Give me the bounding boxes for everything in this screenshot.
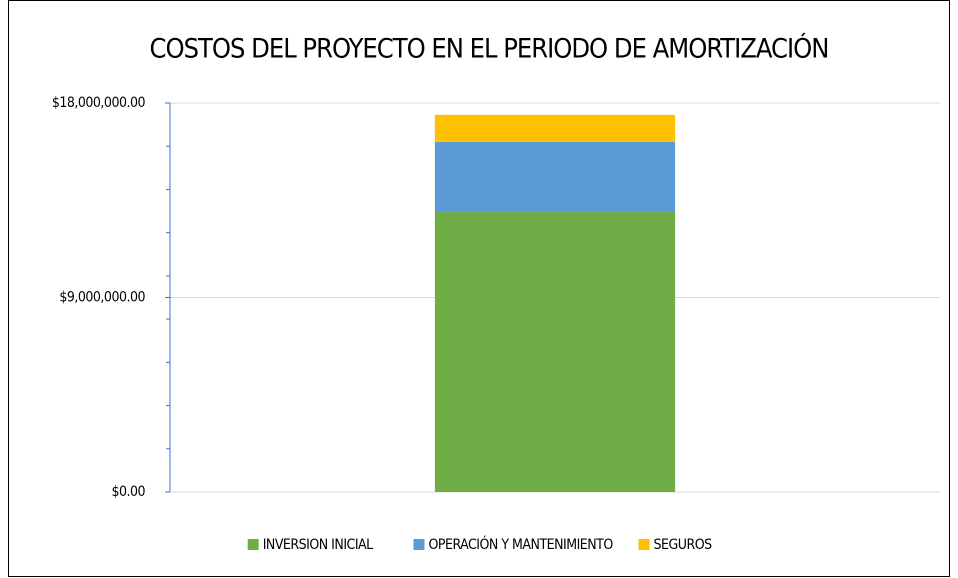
- y-tick-label: $0.00: [111, 484, 145, 500]
- y-tick-label: $9,000,000.00: [59, 290, 145, 306]
- legend-swatch: [413, 539, 425, 550]
- y-tick-label: $18,000,000.00: [52, 95, 146, 111]
- legend-label: INVERSION INICIAL: [263, 537, 373, 553]
- chart-title: COSTOS DEL PROYECTO EN EL PERIODO DE AMO…: [150, 33, 829, 65]
- legend-swatch: [247, 539, 259, 550]
- legend-label: SEGUROS: [654, 537, 713, 553]
- legend-label: OPERACIÓN Y MANTENIMIENTO: [429, 535, 614, 553]
- legend-swatch: [638, 539, 650, 550]
- bar-segment: [434, 211, 676, 493]
- bar-segment: [434, 141, 676, 212]
- bar-segment: [434, 114, 676, 142]
